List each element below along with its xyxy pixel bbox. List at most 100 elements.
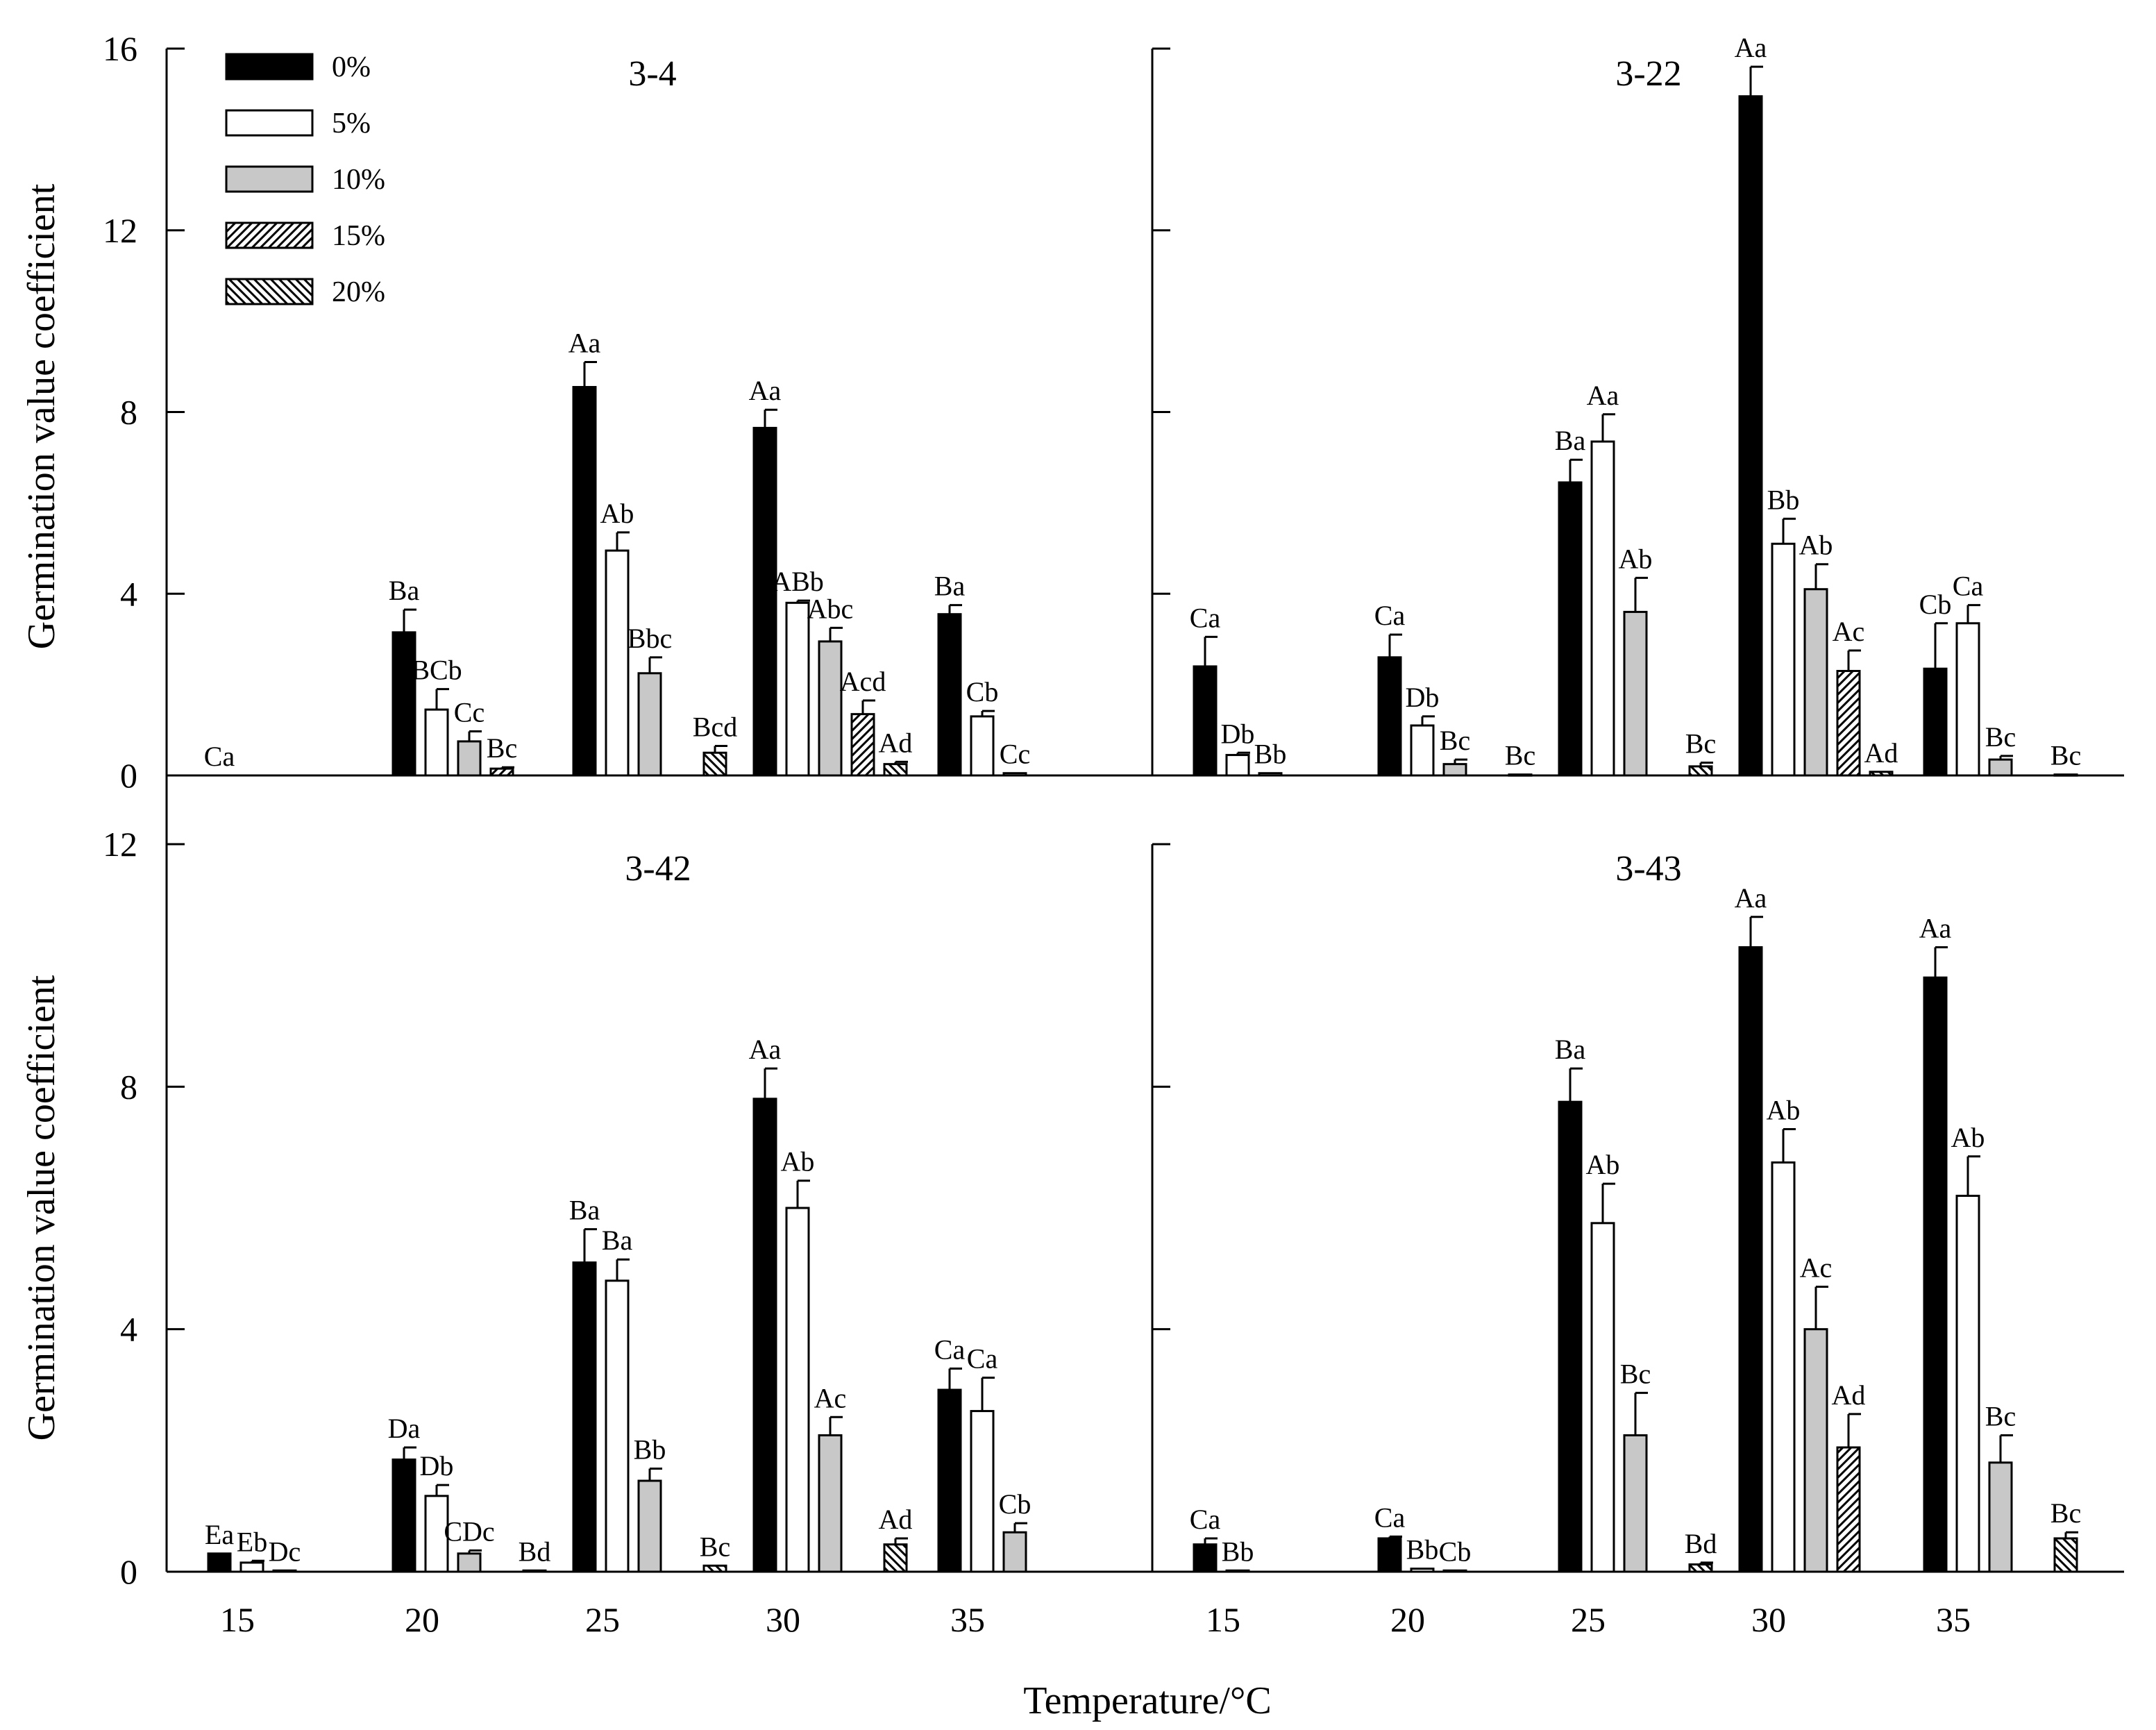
significance-label: BCb (411, 655, 462, 686)
significance-label: Ab (781, 1146, 815, 1177)
bar (1803, 588, 1828, 777)
panel-title: 3-22 (1615, 54, 1681, 94)
bar (752, 1098, 777, 1573)
significance-label: Dc (269, 1536, 301, 1567)
bar (572, 1261, 597, 1573)
bar (1738, 95, 1763, 777)
legend-label: 10% (332, 164, 385, 196)
bar (937, 613, 962, 777)
bar (391, 1458, 416, 1573)
significance-label: Bb (634, 1434, 666, 1466)
y-tick-label: 0 (120, 1552, 137, 1591)
bar (970, 1410, 995, 1573)
bar (1623, 610, 1648, 777)
bar (1442, 763, 1467, 777)
bar (1955, 622, 1980, 777)
significance-label: Cb (1919, 589, 1952, 620)
bar (702, 1564, 727, 1573)
bar (1688, 1563, 1713, 1573)
bar (2053, 773, 2078, 777)
x-axis-title: Temperature/°C (1023, 1679, 1271, 1722)
significance-label: Eb (237, 1526, 267, 1557)
bar (1771, 1161, 1796, 1573)
significance-label: Bc (1985, 721, 2016, 753)
x-tick-label: 15 (220, 1600, 255, 1639)
bar (1558, 1100, 1583, 1573)
legend-label: 5% (332, 108, 371, 140)
significance-label: Aa (749, 1034, 782, 1065)
significance-label: Bbc (628, 623, 672, 654)
significance-label: Aa (749, 375, 782, 406)
bar (1738, 946, 1763, 1573)
significance-label: Ad (879, 1504, 913, 1535)
significance-label: Cb (966, 676, 999, 707)
bar (522, 1569, 547, 1573)
significance-label: Ba (602, 1225, 633, 1256)
bar (489, 767, 514, 777)
bar (1836, 669, 1861, 777)
bar (1377, 1537, 1402, 1573)
significance-label: Bc (2050, 740, 2081, 771)
bar (1442, 1569, 1467, 1573)
significance-label: Ba (1555, 425, 1586, 456)
significance-label: Bd (1685, 1528, 1717, 1559)
y-tick-label: 4 (120, 1310, 137, 1349)
bar (605, 549, 630, 777)
panel-title: 3-4 (628, 54, 676, 94)
bar (752, 426, 777, 777)
bar (637, 1479, 662, 1573)
significance-label: Ba (389, 575, 420, 606)
x-tick-label: 35 (1936, 1600, 1971, 1639)
bar (818, 1434, 843, 1573)
significance-label: Aa (1735, 32, 1767, 63)
bar (702, 751, 727, 777)
bar (605, 1279, 630, 1573)
panel-title: 3-43 (1615, 849, 1681, 889)
legend-label: 20% (332, 276, 385, 308)
significance-label: Cb (999, 1488, 1031, 1520)
bar (207, 1552, 232, 1573)
legend-swatch (225, 53, 314, 81)
significance-label: Bc (1440, 725, 1470, 756)
legend: 0% 5% 10% 15% 20% (225, 51, 385, 308)
panel-title: 3-42 (625, 849, 691, 889)
bar (457, 1552, 482, 1573)
y-axis-title-bottom: Germination value coefficient (20, 975, 63, 1441)
bar (850, 713, 875, 777)
bar (1258, 772, 1283, 777)
bar (1923, 976, 1948, 1573)
bar (572, 386, 597, 777)
panel-3-43: 15 20 25 30 35 3-43 Ca Ca Ba Aa Aa Bb Bb Ab Ab Ab Cb Bc Ac… (1151, 843, 2124, 1639)
x-tick-label: 30 (1751, 1600, 1786, 1639)
significance-label: Cb (1439, 1536, 1472, 1567)
significance-label: Db (420, 1450, 454, 1481)
bar (1377, 656, 1402, 777)
significance-label: Bb (1254, 739, 1287, 770)
panel-3-4: 0 4 8 12 16 3-4 Ca Ba Aa Aa Ba BCb Ab ABb Cb Cc Bbc Abc Cc… (103, 29, 1152, 795)
significance-label: Ca (934, 1334, 966, 1365)
bar (1508, 773, 1533, 777)
bar (1688, 765, 1713, 777)
significance-label: Ca (1374, 600, 1406, 631)
significance-label: Ab (1619, 543, 1653, 574)
bar (272, 1569, 297, 1573)
significance-label: Ab (1951, 1122, 1985, 1153)
y-axis-title-top: Germination value coefficient (20, 183, 63, 649)
bar (1803, 1328, 1828, 1573)
significance-label: Bcd (693, 711, 737, 742)
y-tick-label: 8 (120, 1067, 137, 1106)
significance-label: Bd (519, 1536, 551, 1567)
legend-swatch (225, 221, 314, 249)
bar (1193, 1543, 1218, 1573)
bar (970, 715, 995, 777)
y-tick-label: 12 (103, 211, 137, 250)
significance-label: Bb (1222, 1536, 1254, 1567)
significance-label: Ac (1800, 1252, 1833, 1284)
significance-label: Ba (1555, 1034, 1586, 1065)
chart-layer: 04812163-4CaBaAaAaBaBCbAbABbCbCcBbcAbcCc… (103, 29, 2124, 1639)
significance-label: Ca (1190, 1504, 1221, 1535)
significance-label: Cc (1000, 739, 1030, 770)
bar (457, 740, 482, 777)
significance-label: ABb (771, 566, 824, 597)
significance-label: Aa (1919, 912, 1952, 943)
